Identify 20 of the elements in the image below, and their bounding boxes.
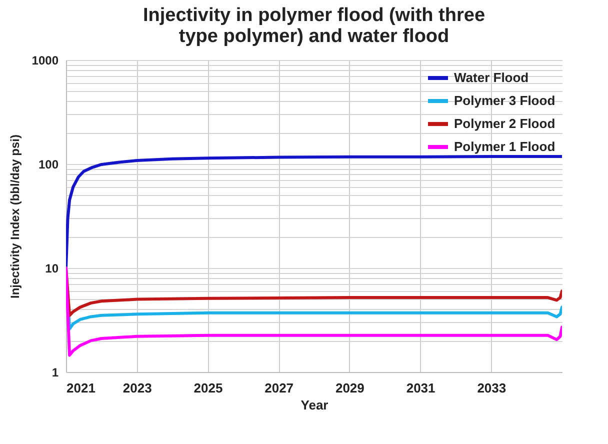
chart-title: Injectivity in polymer flood (with three type polymer) and water flood: [142, 5, 486, 47]
line-series: [66, 155, 562, 270]
legend-label: Polymer 1 Flood: [454, 139, 556, 154]
x-tick-label: 2021: [66, 380, 96, 396]
x-tick-label: 2031: [406, 380, 436, 396]
x-tick-label: 2025: [194, 380, 223, 396]
y-axis-title: Injectivity Index (bbl/day psi): [8, 134, 22, 299]
x-tick-label: 2033: [477, 380, 506, 396]
x-tick-label: 2027: [264, 380, 294, 396]
legend-label: Water Flood: [454, 70, 529, 85]
legend-label: Polymer 3 Flood: [454, 93, 556, 108]
x-axis-title: Year: [300, 398, 328, 412]
line-series: [66, 266, 562, 357]
x-tick-label: 2029: [335, 380, 364, 396]
y-tick-label: 1: [52, 366, 59, 380]
x-tick-label: 2023: [122, 380, 152, 396]
y-tick-label: 10: [45, 262, 59, 276]
y-tick-label: 1000: [32, 54, 59, 68]
y-tick-label: 100: [38, 158, 59, 172]
legend-label: Polymer 2 Flood: [454, 116, 556, 131]
